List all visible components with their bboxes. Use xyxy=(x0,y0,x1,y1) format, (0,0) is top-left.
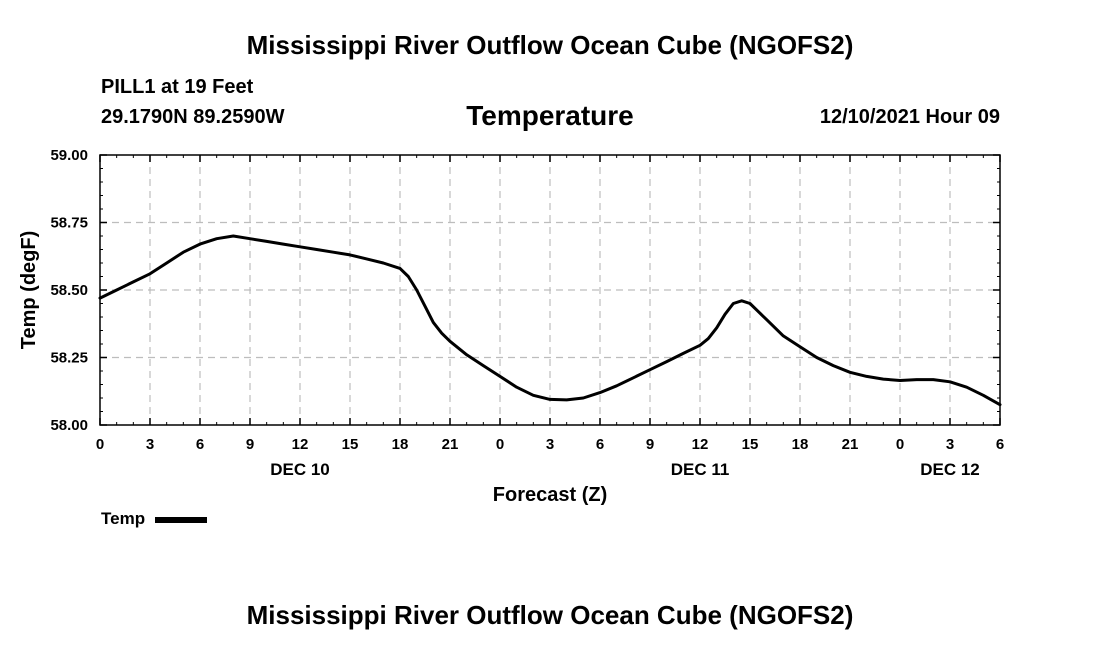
x-tick-label: 9 xyxy=(646,436,654,453)
y-tick-label: 58.25 xyxy=(50,350,88,367)
series-layer xyxy=(98,234,1002,407)
footer-title: Mississippi River Outflow Ocean Cube (NG… xyxy=(246,600,854,630)
x-tick-label: 12 xyxy=(692,436,709,453)
grid xyxy=(100,155,1000,425)
x-tick-label: 3 xyxy=(546,436,554,453)
x-tick-label: 12 xyxy=(292,436,309,453)
x-tick-label: 6 xyxy=(196,436,204,453)
day-label: DEC 12 xyxy=(920,460,980,479)
x-tick-label: 3 xyxy=(946,436,954,453)
y-tick-label: 59.00 xyxy=(50,147,88,164)
y-tick-label: 58.75 xyxy=(50,215,88,232)
legend: Temp xyxy=(101,509,208,529)
y-tick-label: 58.00 xyxy=(50,417,88,434)
x-tick-label: 15 xyxy=(742,436,759,453)
station-label: PILL1 at 19 Feet xyxy=(101,76,254,98)
x-axis-label: Forecast (Z) xyxy=(493,484,607,506)
chart-title: Mississippi River Outflow Ocean Cube (NG… xyxy=(246,30,854,60)
legend-label: Temp xyxy=(101,509,146,528)
day-label: DEC 11 xyxy=(671,460,730,479)
axis-labels: 0 3 6 9 12 15 18 21 0 3 6 9 12 15 18 21 0 3 6 58.00 58.25 58.… xyxy=(50,147,1004,479)
x-tick-label: 6 xyxy=(996,436,1004,453)
location-label: 29.1790N 89.2590W xyxy=(101,106,285,128)
x-tick-label: 15 xyxy=(342,436,359,453)
legend-swatch xyxy=(155,517,208,523)
x-tick-label: 3 xyxy=(146,436,154,453)
x-tick-label: 6 xyxy=(596,436,604,453)
x-tick-label: 21 xyxy=(442,436,459,453)
y-axis-label: Temp (degF) xyxy=(18,231,40,350)
y-tick-label: 58.50 xyxy=(50,282,88,299)
day-label: DEC 10 xyxy=(270,460,330,479)
temp-series-line xyxy=(98,234,1002,407)
x-tick-label: 21 xyxy=(842,436,859,453)
x-tick-label: 18 xyxy=(792,436,809,453)
x-tick-label: 0 xyxy=(96,436,104,453)
x-tick-label: 0 xyxy=(496,436,504,453)
datetime-label: 12/10/2021 Hour 09 xyxy=(819,106,1000,128)
x-tick-label: 0 xyxy=(896,436,904,453)
chart-subtitle: Temperature xyxy=(466,100,634,131)
x-tick-label: 9 xyxy=(246,436,254,453)
x-tick-label: 18 xyxy=(392,436,409,453)
axis-ticks xyxy=(99,154,1001,426)
